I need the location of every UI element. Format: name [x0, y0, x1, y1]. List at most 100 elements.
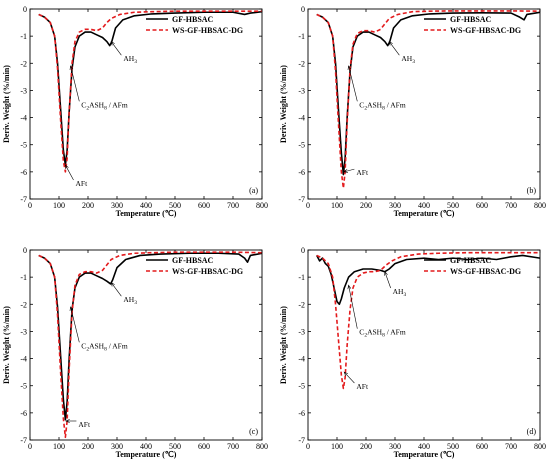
- annotation-label: AFt: [78, 420, 91, 429]
- x-tick-label: 500: [447, 201, 459, 210]
- annotation-arrow: [384, 271, 391, 289]
- y-axis-label: Deriv. Weight (%/min): [279, 65, 288, 143]
- y-tick-label: -3: [20, 327, 27, 336]
- annotation-label: AH3: [123, 54, 137, 65]
- x-tick-label: 0: [28, 442, 32, 451]
- y-tick-label: -4: [298, 355, 305, 364]
- series-line-gf-hbsac: [38, 252, 262, 421]
- y-tick-label: -3: [20, 86, 27, 95]
- panel-label: (d): [527, 427, 537, 436]
- annotation-label: C2ASH8 / AFm: [359, 100, 406, 111]
- x-tick-label: 400: [140, 201, 152, 210]
- x-tick-label: 300: [111, 442, 123, 451]
- x-tick-label: 600: [198, 201, 210, 210]
- y-tick-label: -2: [20, 59, 27, 68]
- chart-panel-4: 0 100 200 300 400 500 600 700 800 0 -1 -2 -3 -4 -5 -6 -7…: [279, 246, 546, 459]
- y-tick-label: -4: [20, 114, 27, 123]
- annotation-label: C2ASH8 / AFm: [81, 100, 128, 111]
- x-tick-label: 200: [82, 201, 94, 210]
- series-line-ws-gf-hbsac-dg: [38, 10, 262, 173]
- x-tick-label: 300: [389, 442, 401, 451]
- panel-label: (b): [527, 186, 537, 195]
- annotation-arrowhead: [69, 65, 74, 70]
- y-tick-label: -1: [20, 273, 27, 282]
- y-tick-label: -7: [20, 195, 27, 204]
- legend-label: GF-HBSAC: [450, 256, 492, 265]
- panel-label: (a): [249, 186, 258, 195]
- x-tick-label: 100: [331, 201, 343, 210]
- y-tick-label: -1: [298, 273, 305, 282]
- legend-label: WS-GF-HBSAC-DG: [172, 26, 243, 35]
- annotation-label: AFt: [356, 382, 369, 391]
- x-tick-label: 0: [306, 201, 310, 210]
- x-tick-label: 100: [331, 442, 343, 451]
- x-tick-label: 500: [169, 442, 181, 451]
- x-tick-label: 700: [505, 442, 517, 451]
- y-tick-label: -2: [298, 300, 305, 309]
- annotation-arrowhead: [65, 419, 70, 423]
- annotation-arrow: [344, 371, 355, 384]
- legend-label: GF-HBSAC: [172, 15, 214, 24]
- x-tick-label: 100: [53, 201, 65, 210]
- annotation-label: C2ASH8 / AFm: [81, 341, 128, 352]
- x-tick-label: 600: [198, 442, 210, 451]
- y-tick-label: 0: [301, 5, 305, 14]
- legend-label: WS-GF-HBSAC-DG: [450, 267, 521, 276]
- annotation-label: AFt: [356, 168, 369, 177]
- x-tick-label: 400: [418, 442, 430, 451]
- panel-label: (c): [249, 427, 258, 436]
- x-tick-label: 0: [28, 201, 32, 210]
- y-axis-label: Deriv. Weight (%/min): [279, 306, 288, 384]
- y-tick-label: -4: [298, 114, 305, 123]
- x-tick-label: 300: [389, 201, 401, 210]
- x-tick-label: 200: [82, 442, 94, 451]
- annotation-arrowhead: [384, 270, 388, 276]
- x-tick-label: 800: [534, 442, 546, 451]
- annotation-label: AH3: [123, 295, 137, 306]
- y-tick-label: -7: [298, 436, 305, 445]
- y-tick-label: -3: [298, 327, 305, 336]
- annotation-arrowhead: [110, 40, 115, 46]
- x-axis-label: Temperature (℃): [394, 450, 455, 459]
- legend-label: GF-HBSAC: [172, 256, 214, 265]
- x-axis-label: Temperature (℃): [116, 209, 177, 218]
- x-tick-label: 700: [227, 201, 239, 210]
- annotation-arrow: [110, 41, 122, 56]
- annotation-arrowhead: [343, 169, 348, 173]
- legend-label: WS-GF-HBSAC-DG: [172, 267, 243, 276]
- legend-label: WS-GF-HBSAC-DG: [450, 26, 521, 35]
- y-tick-label: 0: [23, 5, 27, 14]
- legend-label: GF-HBSAC: [450, 15, 492, 24]
- x-tick-label: 500: [447, 442, 459, 451]
- y-tick-label: -7: [20, 436, 27, 445]
- x-tick-label: 700: [227, 442, 239, 451]
- x-tick-label: 0: [306, 442, 310, 451]
- annotation-arrowhead: [347, 65, 352, 70]
- plot-frame: [29, 8, 263, 200]
- y-tick-label: -4: [20, 355, 27, 364]
- x-tick-label: 600: [476, 201, 488, 210]
- plot-frame: [29, 249, 263, 441]
- y-tick-label: -7: [298, 195, 305, 204]
- y-tick-label: 0: [301, 246, 305, 255]
- y-tick-label: -1: [20, 32, 27, 41]
- series-line-ws-gf-hbsac-dg: [316, 251, 540, 390]
- x-tick-label: 800: [256, 442, 268, 451]
- series-line-ws-gf-hbsac-dg: [316, 10, 540, 189]
- y-tick-label: -5: [20, 141, 27, 150]
- annotation-arrowhead: [388, 40, 393, 46]
- plot-frame: [307, 8, 541, 200]
- x-tick-label: 700: [505, 201, 517, 210]
- annotation-arrowhead: [65, 164, 69, 170]
- y-tick-label: -6: [20, 168, 27, 177]
- x-tick-label: 800: [256, 201, 268, 210]
- y-tick-label: -6: [298, 409, 305, 418]
- series-line-ws-gf-hbsac-dg: [38, 251, 262, 439]
- x-tick-label: 400: [140, 442, 152, 451]
- y-tick-label: -3: [298, 86, 305, 95]
- y-tick-label: -5: [298, 382, 305, 391]
- chart-panel-2: 0 100 200 300 400 500 600 700 800 0 -1 -2 -3 -4 -5 -6 -7…: [279, 5, 546, 218]
- annotation-label: C2ASH8 / AFm: [359, 328, 406, 339]
- annotation-arrowhead: [110, 281, 115, 287]
